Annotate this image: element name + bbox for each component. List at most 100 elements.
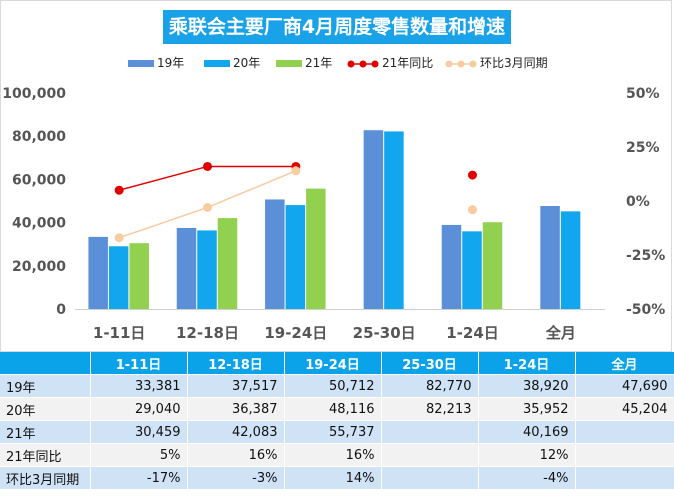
y-right-tick-label: 0% (626, 194, 650, 210)
table-cell (381, 420, 479, 444)
table-cell: 16% (284, 443, 382, 467)
bar (306, 188, 326, 309)
table-cell (381, 466, 479, 490)
y-right-tick-label: -50% (626, 302, 665, 318)
table-cell: -4% (478, 466, 576, 490)
line-point (114, 233, 124, 243)
table-cell: 37,517 (187, 374, 285, 398)
y-left-tick-label: 20,000 (12, 259, 66, 275)
table-cell: 35,952 (478, 397, 576, 421)
table-cell: 82,213 (381, 397, 479, 421)
x-tick-label: 全月 (545, 324, 576, 342)
bar (129, 243, 149, 309)
table-cell (575, 443, 674, 467)
line-point (203, 161, 212, 171)
table-row: 21年 30,459 42,083 55,737 40,169 (0, 420, 674, 444)
bar (265, 199, 285, 309)
table-cell: 55,737 (284, 420, 382, 444)
table-cell (381, 443, 479, 467)
table-cell: 47,690 (575, 374, 674, 398)
y-right-tick-label: 25% (626, 140, 660, 156)
legend-item-yoy: 21年同比 (346, 54, 433, 72)
legend-item-21: 21年 (276, 54, 332, 72)
y-right-tick-label: 50% (626, 86, 660, 102)
table-cell: 50,712 (284, 374, 382, 398)
x-tick-label: 25-30日 (353, 324, 416, 342)
legend-item-20: 20年 (204, 54, 260, 72)
row-label: 20年 (0, 397, 91, 421)
y-left-tick-label: 100,000 (2, 86, 66, 102)
bar (363, 130, 384, 309)
chart-legend: 19年 20年 21年 21年同比 环比3月同期 (0, 54, 674, 72)
bar (482, 222, 503, 309)
table-header-cell: 25-30日 (381, 352, 479, 375)
line-point (291, 166, 301, 176)
x-tick-label: 1-24日 (446, 324, 499, 342)
table-cell: 5% (90, 443, 188, 467)
table-cell: 16% (187, 443, 285, 467)
legend-marker-yoy (347, 60, 379, 67)
bar (462, 231, 482, 309)
table-cell: -17% (90, 466, 188, 490)
table-header-cell: 全月 (575, 352, 674, 375)
row-label: 21年 (0, 420, 91, 444)
y-left-tick-label: 40,000 (12, 216, 66, 232)
legend-label-mom: 环比3月同期 (480, 56, 548, 70)
table-cell: -3% (187, 466, 285, 490)
data-table: 1-11日 12-18日 19-24日 25-30日 1-24日 全月 19年 … (0, 352, 674, 490)
table-cell: 42,083 (187, 420, 285, 444)
x-tick-label: 1-11日 (93, 324, 146, 342)
x-tick-label: 12-18日 (176, 324, 239, 342)
table-cell: 14% (284, 466, 382, 490)
table-row: 环比3月同期 -17% -3% 14% -4% (0, 466, 674, 490)
table-cell: 38,920 (478, 374, 576, 398)
line-point (468, 170, 477, 180)
row-label: 21年同比 (0, 443, 91, 467)
bar (540, 205, 560, 309)
table-cell (575, 420, 674, 444)
table-header-cell: 1-11日 (90, 352, 188, 375)
chart-title: 乘联会主要厂商4月周度零售数量和增速 (163, 10, 511, 44)
bar (108, 246, 129, 309)
y-left-tick-label: 60,000 (12, 172, 66, 188)
legend-item-19: 19年 (128, 54, 184, 72)
y-left-tick-label: 80,000 (12, 129, 66, 145)
table-cell: 40,169 (478, 420, 576, 444)
chart-frame (0, 0, 672, 352)
table-cell: 82,770 (381, 374, 479, 398)
table-cell: 12% (478, 443, 576, 467)
bar (217, 218, 238, 309)
table-cell: 30,459 (90, 420, 188, 444)
bar (88, 236, 108, 309)
table-header-cell: 19-24日 (284, 352, 382, 375)
legend-marker-mom (445, 60, 477, 67)
x-tick-label: 19-24日 (264, 324, 327, 342)
y-left-tick-label: 0 (56, 302, 66, 318)
table-header-cell: 1-24日 (478, 352, 576, 375)
row-label: 19年 (0, 374, 91, 398)
legend-label-19: 19年 (157, 56, 185, 70)
legend-swatch-20 (204, 60, 230, 67)
bar (560, 211, 581, 309)
line-point (114, 185, 124, 195)
row-label: 环比3月同期 (0, 466, 91, 490)
table-cell: 33,381 (90, 374, 188, 398)
legend-label-20: 20年 (233, 56, 261, 70)
bar (176, 227, 197, 309)
y-right-tick-label: -25% (626, 248, 665, 264)
table-header-corner (0, 352, 91, 375)
bar (197, 230, 217, 309)
line-point (468, 205, 477, 215)
table-cell: 48,116 (284, 397, 382, 421)
bar (441, 224, 462, 309)
legend-swatch-19 (128, 60, 154, 67)
table-cell: 29,040 (90, 397, 188, 421)
table-row: 21年同比 5% 16% 16% 12% (0, 443, 674, 467)
table-cell (575, 466, 674, 490)
table-cell: 36,387 (187, 397, 285, 421)
legend-label-21: 21年 (305, 56, 333, 70)
table-cell: 45,204 (575, 397, 674, 421)
table-header-row: 1-11日 12-18日 19-24日 25-30日 1-24日 全月 (0, 352, 674, 375)
legend-label-yoy: 21年同比 (382, 56, 434, 70)
legend-swatch-21 (276, 60, 302, 67)
